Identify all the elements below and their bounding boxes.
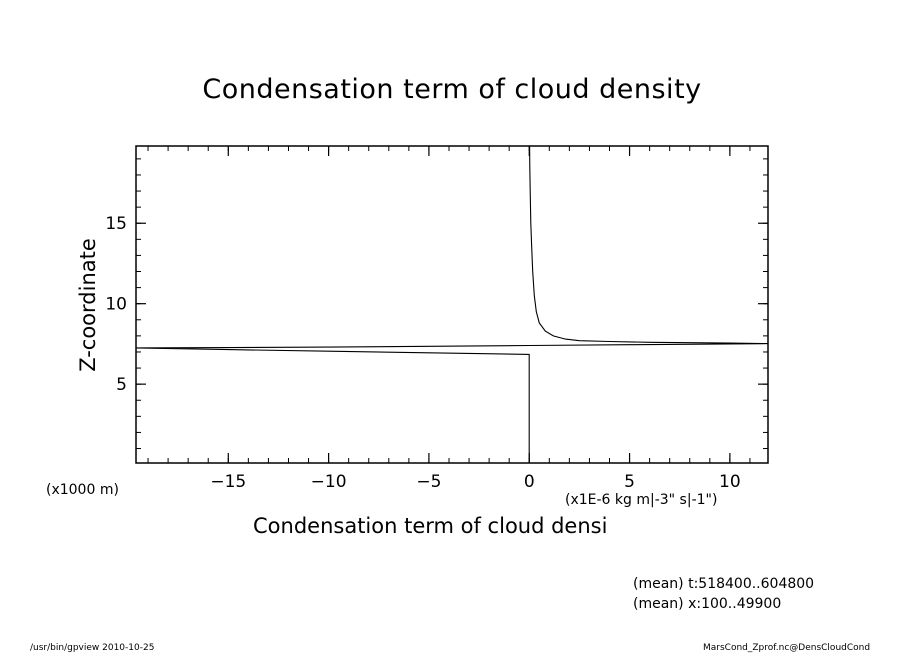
mean-t-note: (mean) t:518400..604800 bbox=[633, 576, 815, 592]
x-tick-label: 10 bbox=[719, 472, 741, 492]
y-tick-label: 10 bbox=[105, 295, 127, 315]
x-tick-label: −5 bbox=[416, 472, 441, 492]
tick-labels: −15 −10 −5 0 5 10 5 10 15 bbox=[105, 214, 740, 492]
footer-left: /usr/bin/gpview 2010-10-25 bbox=[30, 643, 155, 653]
x-axis-label: Condensation term of cloud densi bbox=[253, 514, 608, 538]
y-tick-label: 5 bbox=[116, 375, 127, 395]
x-axis-units: (x1E-6 kg m|-3" s|-1") bbox=[565, 492, 718, 508]
y-axis-units: (x1000 m) bbox=[46, 482, 119, 498]
x-tick-label: −15 bbox=[210, 472, 246, 492]
x-tick-label: 5 bbox=[624, 472, 635, 492]
axis-ticks bbox=[136, 146, 768, 463]
plot-frame bbox=[135, 145, 769, 464]
chart-title: Condensation term of cloud density bbox=[202, 74, 702, 105]
series-line bbox=[135, 145, 769, 463]
y-tick-label: 15 bbox=[105, 214, 127, 234]
series-layer bbox=[135, 145, 769, 463]
x-tick-label: 0 bbox=[524, 472, 535, 492]
y-axis-label: Z-coordinate bbox=[76, 238, 100, 372]
footer-right: MarsCond_Zprof.nc@DensCloudCond bbox=[703, 643, 871, 653]
mean-x-note: (mean) x:100..49900 bbox=[633, 596, 782, 612]
x-tick-label: −10 bbox=[311, 472, 347, 492]
